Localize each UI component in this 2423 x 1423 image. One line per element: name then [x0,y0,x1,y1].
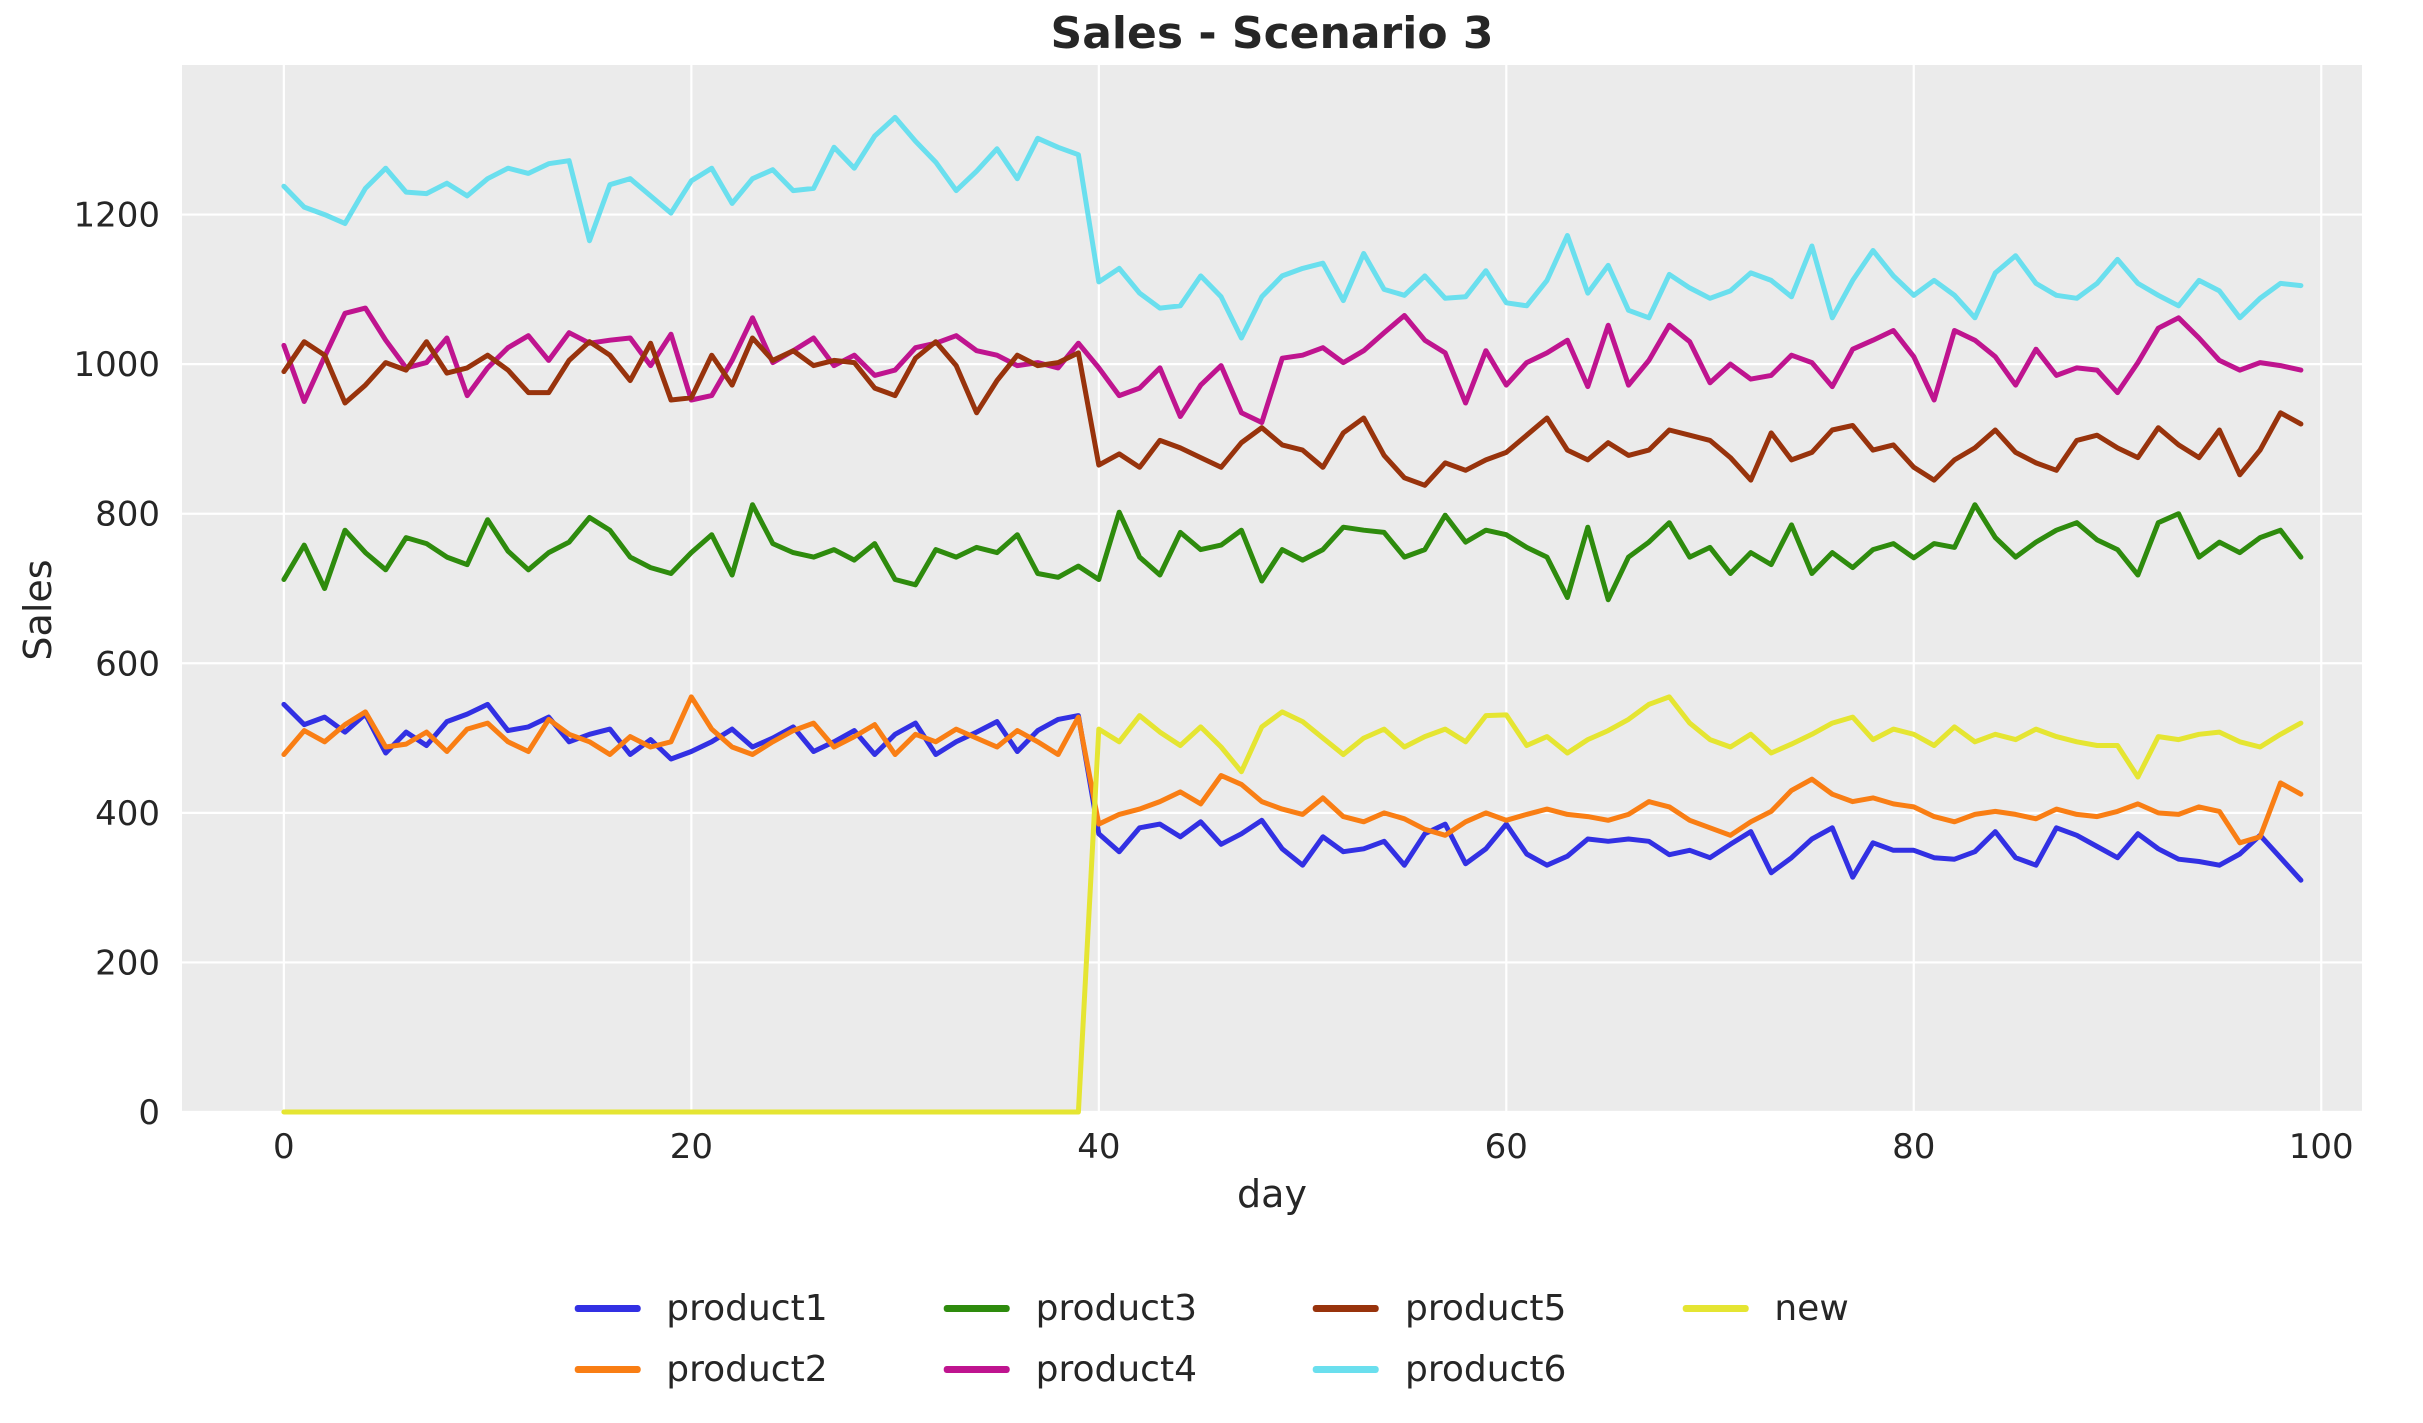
y-tick-label: 400 [95,794,160,834]
x-tick-label: 40 [1077,1127,1120,1167]
legend-column: product3 product4 [943,1287,1197,1391]
legend-swatch-product3 [943,1305,1010,1313]
legend-column: product1 product2 [574,1287,828,1391]
legend-column: new [1682,1287,1849,1330]
x-tick-label: 20 [670,1127,713,1167]
legend-item-product6: product6 [1312,1348,1567,1391]
legend-label-product4: product4 [1035,1349,1197,1391]
y-tick-label: 0 [138,1093,160,1133]
y-tick-label: 1200 [73,196,160,236]
y-tick-label: 1000 [73,345,160,385]
legend-item-product2: product2 [574,1348,828,1391]
legend-swatch-product2 [574,1366,641,1374]
x-tick-label: 60 [1485,1127,1528,1167]
y-axis-label: Sales [16,559,60,661]
series-line-product5 [281,335,2304,488]
series-line-product3 [281,502,2304,603]
legend-label-product6: product6 [1404,1349,1567,1391]
x-axis-label: day [1237,1172,1307,1216]
y-tick-label: 600 [95,644,160,684]
x-tick-label: 100 [2289,1127,2354,1167]
legend-label-product3: product3 [1035,1288,1197,1329]
legend-label-product5: product5 [1404,1288,1567,1329]
legend-swatch-product5 [1312,1305,1379,1313]
chart-title: Sales - Scenario 3 [1050,8,1494,59]
legend-label-product2: product2 [666,1349,828,1391]
legend-label-new: new [1774,1288,1849,1329]
legend-swatch-product6 [1312,1366,1379,1374]
legend-label-product1: product1 [666,1288,828,1329]
legend: product1 product2 product3 product4 prod… [574,1287,1849,1391]
legend-column: product5 product6 [1312,1287,1567,1391]
series-line-new [281,694,2304,1115]
legend-item-product1: product1 [574,1287,828,1330]
series-line-product1 [281,701,2304,883]
series-line-product6 [281,114,2304,341]
x-tick-label: 80 [1892,1127,1935,1167]
legend-swatch-product1 [574,1305,641,1313]
plot-area [182,65,2362,1112]
legend-item-product5: product5 [1312,1287,1567,1330]
legend-swatch-product4 [943,1366,1010,1374]
legend-swatch-new [1682,1305,1749,1313]
series-line-product2 [281,694,2304,846]
series-line-product4 [281,305,2304,425]
legend-item-product4: product4 [943,1348,1197,1391]
x-tick-label: 0 [273,1127,295,1167]
y-tick-label: 800 [95,495,160,535]
legend-item-new: new [1682,1287,1849,1330]
y-tick-label: 200 [95,943,160,983]
legend-item-product3: product3 [943,1287,1197,1330]
